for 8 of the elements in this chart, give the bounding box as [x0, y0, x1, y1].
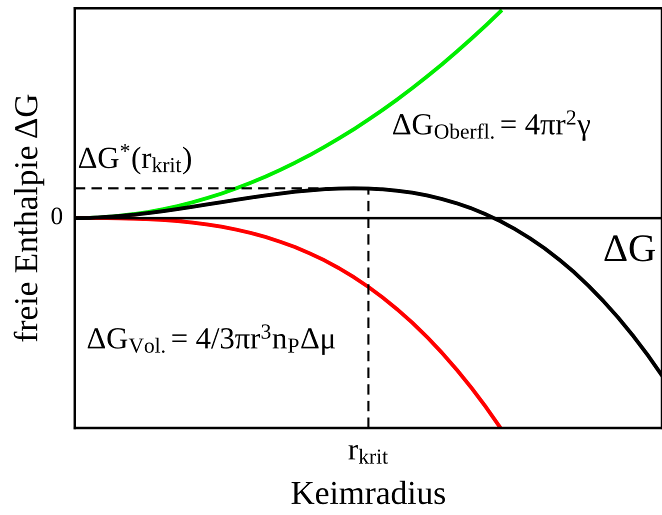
text: r$_{krit}$ [348, 444, 388, 464]
x-axis-title: Keimradius [292, 480, 445, 504]
annotation: ΔG$^{*}$(r$_{krit}$) [78, 144, 191, 174]
series-label: ΔG [604, 235, 655, 262]
series-label: ΔG$_{Vol.}$= 4/3πr$^{3}$n$_{P}$Δμ [88, 324, 335, 355]
y-axis-title: freie Enthalpie ΔG [14, 94, 44, 342]
series-label: ΔG$_{Oberfl.}$= 4πr$^{2}$γ [393, 110, 590, 141]
ref-line-label: 0 [52, 207, 62, 224]
